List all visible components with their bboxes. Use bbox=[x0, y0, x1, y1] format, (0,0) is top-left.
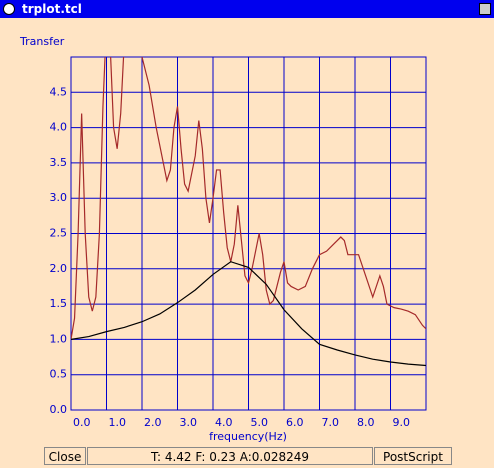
y-tick-label: 3.0 bbox=[50, 191, 68, 204]
window-title: trplot.tcl bbox=[22, 2, 82, 16]
x-axis-label: frequency(Hz) bbox=[209, 430, 287, 443]
y-tick-label: 2.5 bbox=[50, 227, 68, 240]
status-bar: T: 4.42 F: 0.23 A:0.028249 bbox=[87, 447, 373, 465]
y-axis-label: Transfer bbox=[19, 35, 65, 48]
y-tick-label: 2.0 bbox=[50, 262, 68, 275]
y-tick-label: 1.5 bbox=[50, 297, 68, 310]
y-tick-label: 4.5 bbox=[50, 85, 68, 98]
x-tick-label: 8.0 bbox=[357, 416, 375, 429]
x-tick-label: 3.0 bbox=[180, 416, 198, 429]
x-tick-label: 0.0 bbox=[73, 416, 91, 429]
y-tick-label: 4.0 bbox=[50, 121, 68, 134]
x-tick-label: 1.0 bbox=[109, 416, 127, 429]
x-tick-label: 4.0 bbox=[215, 416, 233, 429]
x-tick-label: 2.0 bbox=[144, 416, 162, 429]
y-tick-label: 1.0 bbox=[50, 332, 68, 345]
y-tick-label: 0.0 bbox=[50, 403, 68, 416]
maximize-button[interactable] bbox=[479, 3, 491, 15]
y-tick-label: 3.5 bbox=[50, 156, 68, 169]
postscript-button[interactable]: PostScript bbox=[374, 447, 452, 465]
plot-lines bbox=[71, 57, 426, 367]
x-tick-label: 6.0 bbox=[286, 416, 304, 429]
close-button[interactable]: Close bbox=[44, 447, 86, 465]
title-bar: trplot.tcl bbox=[0, 0, 494, 18]
x-tick-label: 9.0 bbox=[393, 416, 411, 429]
chart: Transfer frequency(Hz) 0.0 0.5 1.0 1.5 2.0 2.… bbox=[19, 35, 427, 443]
line-series bbox=[71, 57, 426, 340]
y-tick-label: 0.5 bbox=[50, 368, 68, 381]
x-tick-label: 5.0 bbox=[251, 416, 269, 429]
line-series bbox=[71, 261, 426, 367]
window-menu[interactable] bbox=[3, 3, 15, 15]
x-tick-label: 7.0 bbox=[322, 416, 340, 429]
